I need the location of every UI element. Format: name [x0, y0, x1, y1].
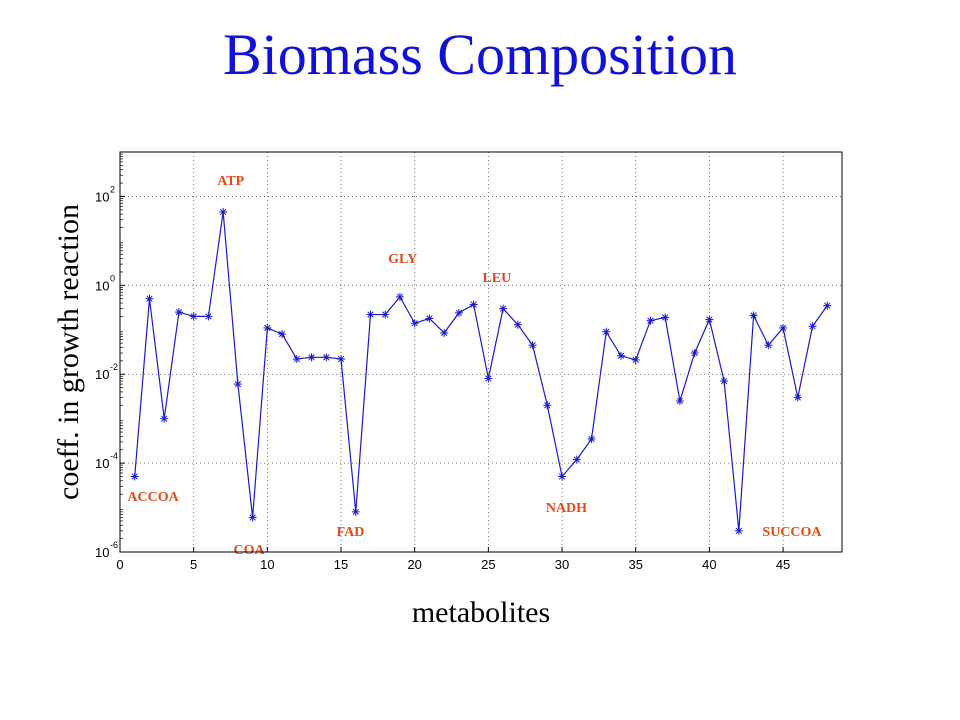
y-tick-base: 10 [95, 189, 109, 204]
annotations: ATP GLY LEU ACCOA NADH FAD COA SUCCOA [127, 174, 822, 558]
data-point [410, 319, 419, 328]
data-point [764, 341, 773, 350]
data-point [616, 351, 625, 360]
annotation-atp: ATP [217, 174, 244, 189]
data-point [219, 207, 228, 216]
y-tick-label: 10 -6 [95, 540, 118, 560]
x-tick-label: 25 [481, 557, 495, 572]
annotation-coa: COA [233, 543, 265, 558]
x-tick-label: 45 [776, 557, 790, 572]
data-point [381, 310, 390, 319]
data-point [292, 355, 301, 364]
data-point [322, 353, 331, 362]
data-point [690, 349, 699, 358]
data-point [278, 330, 287, 339]
data-point [558, 472, 567, 481]
chart-title: Biomass Composition [222, 22, 737, 87]
x-tick-label: 10 [260, 557, 274, 572]
data-point [351, 507, 360, 516]
annotation-fad: FAD [337, 525, 365, 540]
data-point [646, 316, 655, 325]
plot-area [120, 152, 842, 552]
y-tick-label: 10 0 [95, 273, 115, 293]
data-point [705, 315, 714, 324]
data-point [469, 300, 478, 309]
data-point [543, 401, 552, 410]
data-point [823, 301, 832, 310]
data-point [808, 322, 817, 331]
data-point [734, 526, 743, 535]
y-tick-base: 10 [95, 367, 109, 382]
x-tick-label: 5 [190, 557, 197, 572]
data-point [749, 311, 758, 320]
data-point [513, 320, 522, 329]
data-point [528, 341, 537, 350]
data-point [675, 396, 684, 405]
data-point [572, 455, 581, 464]
y-tick-base: 10 [95, 278, 109, 293]
data-point [793, 393, 802, 402]
series-line [134, 211, 828, 531]
data-markers [130, 207, 832, 535]
annotation-nadh: NADH [546, 501, 587, 516]
data-point [661, 313, 670, 322]
data-point [499, 304, 508, 313]
x-ticks: 0 5 10 15 20 25 30 35 40 45 [116, 547, 790, 572]
data-point [307, 353, 316, 362]
y-tick-exponent: -2 [110, 362, 118, 372]
data-point [145, 294, 154, 303]
y-axis-label: coeff. in growth reaction [52, 204, 85, 500]
x-axis-label: metabolites [412, 596, 550, 629]
data-point [602, 327, 611, 336]
x-tick-label: 0 [116, 557, 123, 572]
data-point [720, 377, 729, 386]
y-tick-exponent: 0 [110, 273, 115, 283]
y-tick-label: 10 2 [95, 184, 115, 204]
y-tick-exponent: -6 [110, 540, 118, 550]
y-tick-base: 10 [95, 456, 109, 471]
data-point [160, 414, 169, 423]
data-point [189, 312, 198, 321]
data-point [395, 292, 404, 301]
x-tick-label: 30 [555, 557, 569, 572]
data-point [174, 308, 183, 317]
annotation-succoa: SUCCOA [762, 525, 822, 540]
annotation-accoa: ACCOA [127, 490, 179, 505]
y-tick-exponent: -4 [110, 451, 118, 461]
data-point [337, 355, 346, 364]
data-point [248, 513, 257, 522]
data-point [631, 355, 640, 364]
x-tick-label: 15 [334, 557, 348, 572]
data-point [440, 328, 449, 337]
y-tick-label: 10 -2 [95, 362, 118, 382]
y-tick-base: 10 [95, 545, 109, 560]
data-point [484, 374, 493, 383]
data-point [366, 310, 375, 319]
data-point [233, 380, 242, 389]
x-tick-label: 20 [407, 557, 421, 572]
data-point [130, 472, 139, 481]
annotation-gly: GLY [388, 252, 417, 267]
data-point [779, 323, 788, 332]
data-point [204, 312, 213, 321]
plot-frame [119, 151, 843, 553]
y-tick-exponent: 2 [110, 184, 115, 194]
data-point [425, 314, 434, 323]
annotation-leu: LEU [482, 271, 511, 286]
x-tick-label: 40 [702, 557, 716, 572]
y-tick-label: 10 -4 [95, 451, 118, 471]
data-point [587, 434, 596, 443]
x-tick-label: 35 [628, 557, 642, 572]
data-point [263, 323, 272, 332]
data-point [454, 308, 463, 317]
